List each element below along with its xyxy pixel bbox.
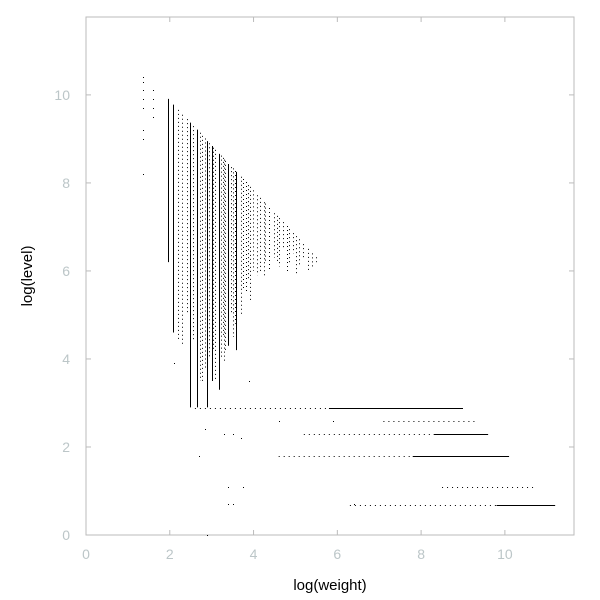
data-point bbox=[153, 108, 154, 109]
data-point bbox=[224, 434, 225, 435]
y-tick-label: 0 bbox=[62, 527, 70, 543]
data-point bbox=[153, 90, 154, 91]
y-tick-label: 4 bbox=[62, 351, 70, 367]
x-tick-label: 10 bbox=[497, 546, 513, 562]
data-point bbox=[228, 504, 229, 505]
data-point bbox=[143, 90, 144, 91]
x-tick-label: 2 bbox=[166, 546, 174, 562]
data-point bbox=[174, 363, 175, 364]
data-point bbox=[233, 504, 234, 505]
x-tick-label: 6 bbox=[333, 546, 341, 562]
data-point bbox=[233, 434, 234, 435]
x-tick-label: 0 bbox=[82, 546, 90, 562]
x-axis-label: log(weight) bbox=[293, 577, 366, 594]
y-axis-label: log(level) bbox=[19, 246, 36, 307]
x-tick-label: 4 bbox=[250, 546, 258, 562]
data-point bbox=[243, 487, 244, 488]
data-point bbox=[143, 108, 144, 109]
data-point bbox=[207, 535, 208, 536]
data-point bbox=[143, 99, 144, 100]
data-point bbox=[354, 504, 355, 505]
data-point bbox=[143, 82, 144, 83]
data-point bbox=[143, 77, 144, 78]
x-tick-label: 8 bbox=[417, 546, 425, 562]
data-point bbox=[153, 117, 154, 118]
data-point bbox=[143, 139, 144, 140]
y-tick-label: 2 bbox=[62, 439, 70, 455]
y-tick-label: 6 bbox=[62, 263, 70, 279]
data-point bbox=[143, 174, 144, 175]
y-tick-label: 8 bbox=[62, 175, 70, 191]
data-point bbox=[153, 99, 154, 100]
data-point bbox=[228, 487, 229, 488]
y-tick-label: 10 bbox=[54, 87, 70, 103]
data-point bbox=[199, 456, 200, 457]
data-point bbox=[279, 421, 280, 422]
plot-frame bbox=[85, 16, 575, 536]
data-point bbox=[205, 429, 206, 430]
data-point bbox=[241, 438, 242, 439]
data-point bbox=[249, 381, 250, 382]
data-point bbox=[333, 421, 334, 422]
data-point bbox=[143, 130, 144, 131]
